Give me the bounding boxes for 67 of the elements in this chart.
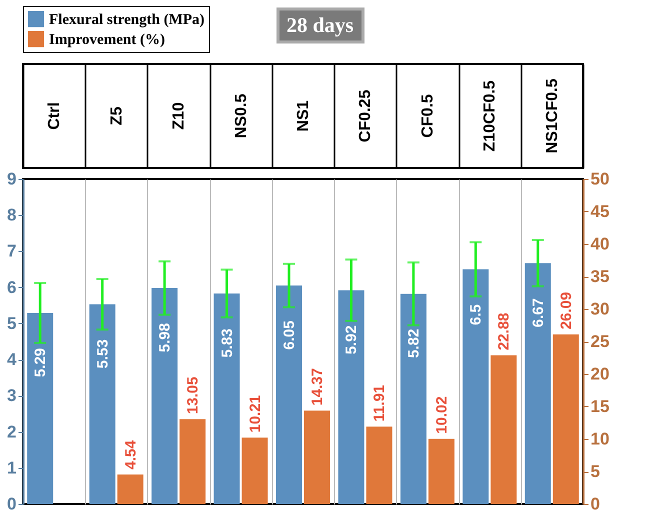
bar [462, 269, 489, 504]
data-label: 6.67 [530, 298, 547, 328]
bar [276, 286, 302, 504]
y-tick-label: 9 [7, 170, 16, 188]
data-label: 10.21 [246, 395, 264, 433]
x-tick-label: Ctrl [46, 102, 64, 130]
y2-tick-label: 15 [590, 397, 610, 416]
x-tick-label: Z10CF0.5 [482, 80, 499, 152]
x-tick-label: NS0.5 [232, 94, 250, 138]
legend-label: Improvement (%) [49, 32, 165, 48]
bar [524, 263, 551, 504]
bar [366, 426, 392, 504]
bar [89, 304, 116, 504]
data-label: 5.53 [94, 339, 112, 369]
y-tick-label: 6 [7, 278, 16, 297]
y2-tick-label: 25 [590, 332, 610, 351]
y-tick-label: 2 [7, 422, 16, 442]
x-tick-label: Z10 [170, 102, 188, 130]
y2-tick-label: 20 [590, 364, 610, 384]
bar [304, 410, 330, 504]
y2-tick-label: 40 [590, 234, 610, 254]
bar [242, 438, 268, 504]
bar [214, 293, 240, 504]
data-label: 22.88 [496, 312, 513, 350]
bar [117, 474, 144, 504]
y-tick-label: 3 [7, 386, 16, 406]
data-label: 5.29 [32, 348, 50, 378]
x-tick-label: NS1 [295, 100, 312, 132]
data-label: 13.05 [184, 376, 202, 414]
y2-tick-label: 10 [590, 430, 610, 448]
bar [27, 312, 54, 504]
x-tick-label: CF0.25 [357, 90, 374, 142]
x-tick-label: Z5 [108, 106, 126, 126]
data-label: 14.37 [309, 368, 326, 406]
y2-tick-label: 35 [590, 267, 610, 286]
data-label: 5.82 [405, 328, 422, 358]
y-tick-label: 7 [7, 242, 16, 261]
y2-tick-label: 45 [590, 202, 610, 221]
data-label: 4.54 [122, 440, 140, 470]
bar [552, 334, 579, 504]
y2-tick-label: 0 [590, 494, 600, 514]
data-label: 5.98 [156, 323, 174, 352]
data-label: 6.05 [281, 320, 298, 350]
y-tick-label: 8 [7, 206, 16, 225]
data-label: 5.92 [343, 325, 360, 354]
data-label: 6.5 [468, 304, 485, 326]
bar [400, 294, 426, 504]
y2-tick-label: 30 [590, 300, 610, 318]
bar [490, 355, 517, 504]
y-tick-label: 1 [7, 458, 16, 478]
y-tick-label: 5 [7, 314, 16, 333]
text: 28 days [286, 13, 354, 37]
data-label: 10.02 [433, 396, 450, 434]
y2-tick-label: 5 [590, 462, 600, 481]
data-label: 26.09 [558, 292, 575, 330]
y-tick-label: 0 [7, 494, 16, 514]
y2-tick-label: 50 [590, 170, 610, 188]
y-tick-label: 4 [7, 350, 18, 370]
x-tick-label: NS1CF0.5 [544, 78, 561, 154]
bar [180, 419, 206, 504]
bar [152, 288, 178, 504]
data-label: 5.83 [218, 328, 236, 358]
x-tick-label: CF0.5 [419, 94, 436, 138]
bar [428, 438, 454, 504]
data-label: 11.91 [371, 384, 388, 422]
bar [338, 290, 364, 504]
legend-label: Flexural strength (MPa) [49, 12, 205, 28]
